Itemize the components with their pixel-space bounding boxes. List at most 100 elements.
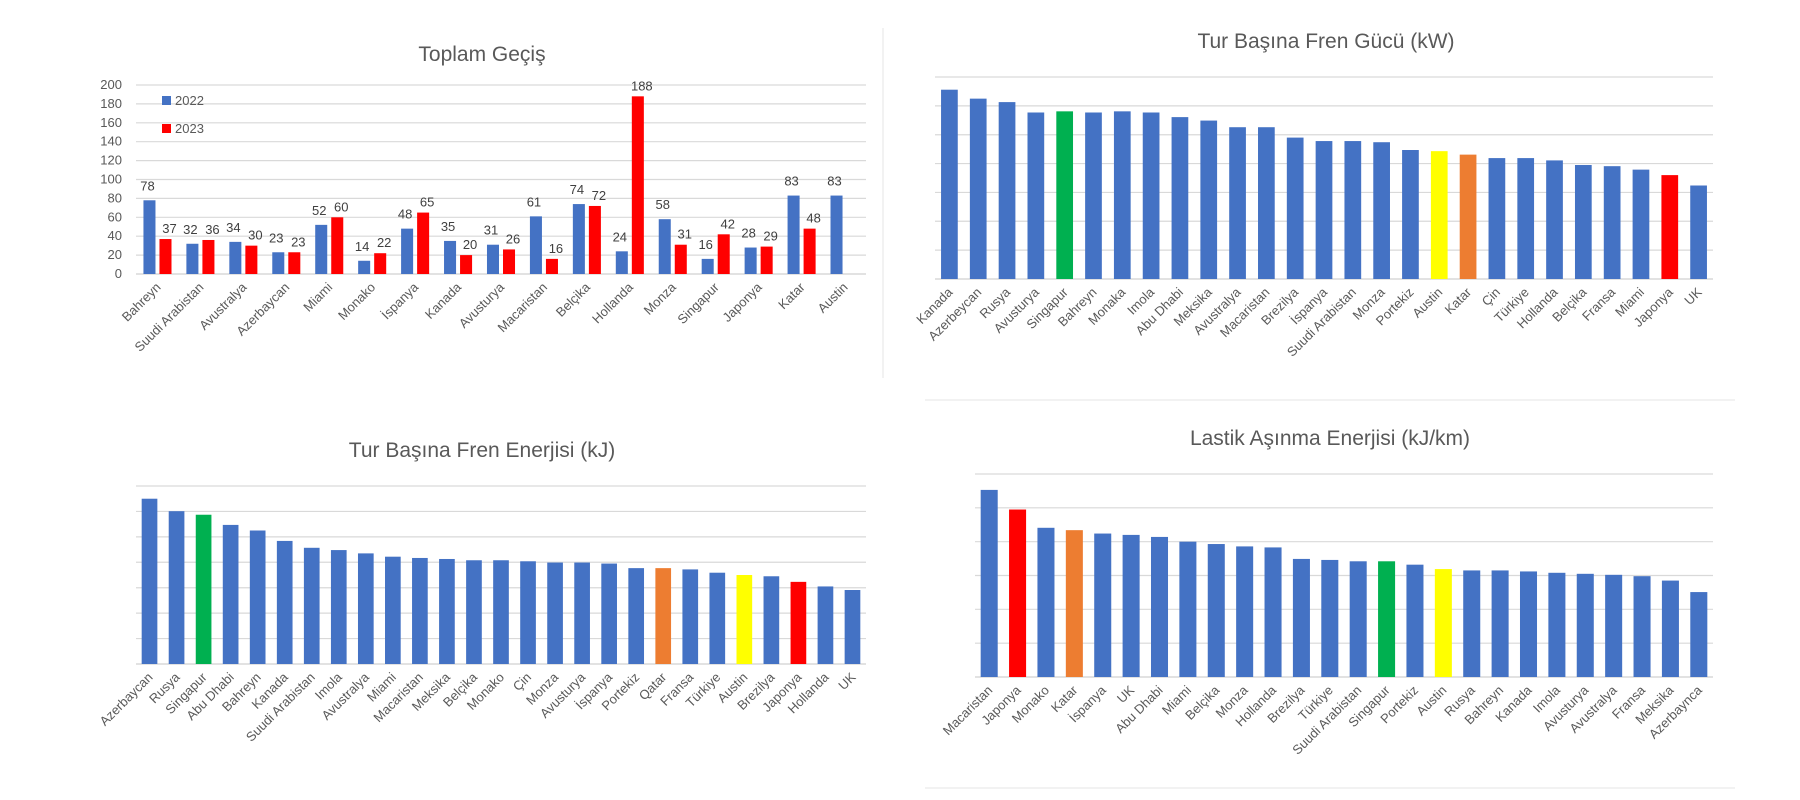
bar-Bahreyn — [1085, 112, 1102, 279]
bar-Austin — [1430, 151, 1448, 279]
y-tick-label: 140 — [100, 134, 122, 149]
bar-UK — [1122, 534, 1140, 677]
bar-Türkiye — [709, 572, 726, 664]
bar-2023-Belçika — [588, 205, 601, 274]
data-label: 36 — [205, 222, 219, 237]
bar-Monza — [1236, 546, 1254, 677]
bar-Avusturya — [1027, 112, 1045, 279]
legend-label-2023: 2023 — [175, 121, 204, 136]
bar-Azerbeycan — [969, 98, 987, 280]
bar-Azerbaycan — [141, 498, 158, 664]
x-tick-label: Austin — [1409, 285, 1445, 321]
y-tick-label: 20 — [108, 247, 122, 262]
bar-Rusya — [998, 102, 1016, 279]
bar-Singapur — [1378, 561, 1396, 677]
data-label: 52 — [312, 203, 326, 218]
bar-2023-Monza — [674, 244, 687, 274]
chart-title: Lastik Aşınma Enerjisi (kJ/km) — [1190, 427, 1470, 450]
data-label: 14 — [355, 239, 369, 254]
x-tick-label: İspanya — [378, 279, 421, 322]
bar-Katar — [1065, 530, 1083, 677]
bar-Brezilya — [1286, 137, 1304, 279]
bar-Imola — [1548, 572, 1566, 677]
bar-2023-Hollanda — [631, 96, 644, 274]
bar-Azerbaynca — [1690, 592, 1708, 677]
bar-Hollanda — [1546, 160, 1563, 279]
bar-Abu Dhabi — [1171, 117, 1189, 280]
bar-Avustralya — [1605, 574, 1623, 677]
legend-swatch-2023 — [162, 124, 171, 133]
bar-Katar — [1459, 154, 1477, 279]
bar-2022-Macaristan — [529, 216, 542, 274]
bar-Japonya — [1661, 175, 1679, 279]
bar-2022-Avustralya — [229, 241, 242, 274]
bar-Monza — [547, 562, 563, 664]
bar-Singapur — [1056, 111, 1074, 279]
x-tick-label: Austin — [814, 280, 850, 316]
data-label: 37 — [162, 221, 176, 236]
bar-Fransa — [1603, 166, 1621, 279]
bar-Rusya — [168, 511, 185, 664]
data-label: 32 — [183, 222, 197, 237]
bar-Abu Dhabi — [222, 524, 239, 664]
bar-2023-Avusturya — [503, 249, 516, 274]
x-tick-label: Katar — [1442, 284, 1475, 317]
bar-Çin — [520, 561, 536, 664]
bar-UK — [1690, 185, 1707, 279]
bar-2022-Miami — [315, 224, 328, 274]
bar-İspanya — [1315, 141, 1333, 279]
bar-Belçika — [1574, 165, 1592, 279]
data-label: 35 — [441, 219, 455, 234]
data-label: 31 — [484, 223, 498, 238]
bar-2023-Japonya — [760, 246, 773, 274]
bar-Suudi Arabistan — [303, 547, 320, 664]
data-label: 30 — [248, 228, 262, 243]
bar-Avustralya — [357, 553, 374, 664]
bar-2022-Katar — [787, 195, 800, 274]
bar-Belçika — [466, 560, 482, 664]
bar-Fransa — [682, 569, 699, 664]
x-tick-label: Singapur — [674, 279, 722, 327]
bar-Abu Dhabi — [1150, 536, 1169, 677]
y-tick-label: 120 — [100, 153, 122, 168]
bar-Macaristan — [412, 557, 428, 664]
x-tick-label: Austin — [1413, 683, 1449, 719]
bar-Monako — [493, 560, 509, 664]
bar-2022-Japonya — [744, 247, 757, 274]
chart-toplam-gecis: Toplam Geçiş 0 20 40 60 80 100 120 140 160 180 200… — [100, 43, 866, 355]
bar-Meksika — [439, 558, 455, 664]
y-tick-label: 80 — [108, 190, 122, 205]
bar-UK — [844, 590, 861, 664]
bar-Hollanda — [817, 586, 834, 664]
bar-Macaristan — [980, 489, 998, 677]
y-tick-label: 40 — [108, 228, 122, 243]
bar-2022-Austin — [830, 195, 843, 274]
bar-2023-Avustralya — [245, 245, 258, 274]
data-label: 60 — [334, 199, 348, 214]
data-label: 74 — [570, 182, 584, 197]
bar-2022-İspanya — [401, 228, 414, 274]
data-label: 20 — [463, 237, 477, 252]
bar-Meksika — [1661, 580, 1679, 677]
bar-2023-Miami — [331, 217, 344, 274]
x-tick-label: Belçika — [553, 279, 594, 320]
bar-Avusturya — [574, 562, 590, 664]
bar-Kanada — [1519, 571, 1538, 677]
chart-lastik-asinma: Lastik Aşınma Enerjisi (kJ/km) Macarista… — [940, 427, 1713, 758]
x-tick-label: UK — [1681, 284, 1705, 308]
bar-2022-Monza — [658, 219, 671, 274]
bar-Austin — [736, 575, 753, 664]
x-tick-label: Japonya — [719, 279, 765, 325]
data-label: 83 — [784, 174, 798, 189]
bar-Suudi Arabistan — [1344, 141, 1362, 279]
bar-Qatar — [655, 568, 672, 664]
bar-Avusturya — [1576, 573, 1594, 677]
data-label: 16 — [698, 237, 712, 252]
bar-2023-Azerbaycan — [288, 252, 301, 274]
x-tick-label: Kanada — [422, 279, 465, 322]
y-tick-label: 200 — [100, 77, 122, 92]
data-label: 58 — [656, 197, 670, 212]
data-label: 72 — [592, 188, 606, 203]
bar-Rusya — [1463, 570, 1481, 677]
